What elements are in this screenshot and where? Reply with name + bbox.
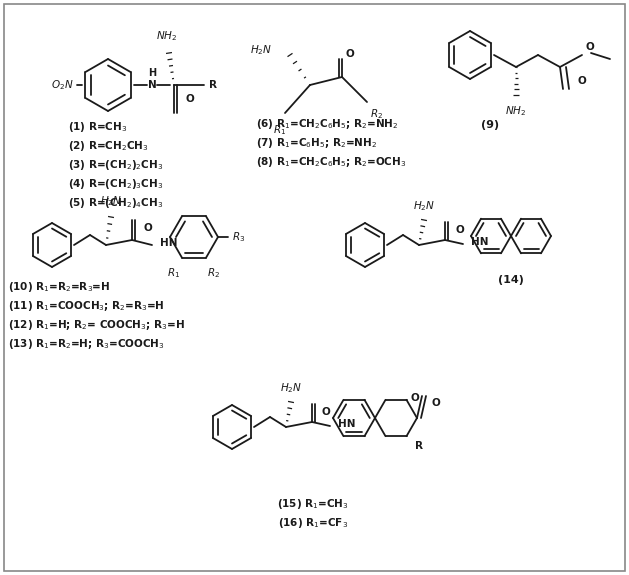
Text: H: H	[148, 68, 156, 78]
Text: $R_1$: $R_1$	[274, 123, 287, 137]
Text: $NH_2$: $NH_2$	[505, 104, 526, 118]
Text: O: O	[322, 407, 331, 417]
Text: HN: HN	[471, 237, 489, 247]
Text: N: N	[148, 80, 157, 90]
Text: HN: HN	[160, 238, 177, 248]
Text: O: O	[585, 42, 594, 52]
Text: $R_1$: $R_1$	[167, 266, 181, 279]
Text: HN: HN	[338, 419, 355, 429]
Text: R: R	[209, 80, 217, 90]
Text: $H_2N$: $H_2N$	[250, 43, 272, 57]
Text: R: R	[415, 441, 423, 451]
Text: O: O	[455, 225, 464, 235]
Text: $O_2N$: $O_2N$	[52, 78, 74, 92]
Text: O: O	[186, 94, 195, 104]
Text: (10) R$_1$=R$_2$=R$_3$=H
(11) R$_1$=COOCH$_3$; R$_2$=R$_3$=H
(12) R$_1$=H; R$_2$: (10) R$_1$=R$_2$=R$_3$=H (11) R$_1$=COOC…	[8, 280, 185, 351]
Text: (15) R$_1$=CH$_3$
(16) R$_1$=CF$_3$: (15) R$_1$=CH$_3$ (16) R$_1$=CF$_3$	[277, 497, 349, 530]
Text: $R_2$: $R_2$	[208, 266, 221, 279]
Text: $H_2N$: $H_2N$	[280, 381, 302, 395]
Text: O: O	[345, 49, 353, 59]
Text: $H_2N$: $H_2N$	[100, 194, 122, 208]
Text: (14): (14)	[498, 275, 524, 285]
Text: (9): (9)	[481, 120, 499, 130]
Text: $R_3$: $R_3$	[232, 230, 245, 244]
Text: $H_2N$: $H_2N$	[413, 199, 435, 213]
Text: $NH_2$: $NH_2$	[156, 29, 178, 43]
Text: $R_2$: $R_2$	[370, 107, 383, 121]
Text: O: O	[578, 76, 587, 86]
Text: (6) R$_1$=CH$_2$C$_6$H$_5$; R$_2$=NH$_2$
(7) R$_1$=C$_6$H$_5$; R$_2$=NH$_2$
(8) : (6) R$_1$=CH$_2$C$_6$H$_5$; R$_2$=NH$_2$…	[256, 117, 406, 169]
Text: O: O	[411, 393, 420, 403]
Text: O: O	[431, 398, 440, 408]
Text: (1) R=CH$_3$
(2) R=CH$_2$CH$_3$
(3) R=(CH$_2$)$_2$CH$_3$
(4) R=(CH$_2$)$_3$CH$_3: (1) R=CH$_3$ (2) R=CH$_2$CH$_3$ (3) R=(C…	[68, 120, 164, 210]
Text: O: O	[143, 223, 152, 233]
